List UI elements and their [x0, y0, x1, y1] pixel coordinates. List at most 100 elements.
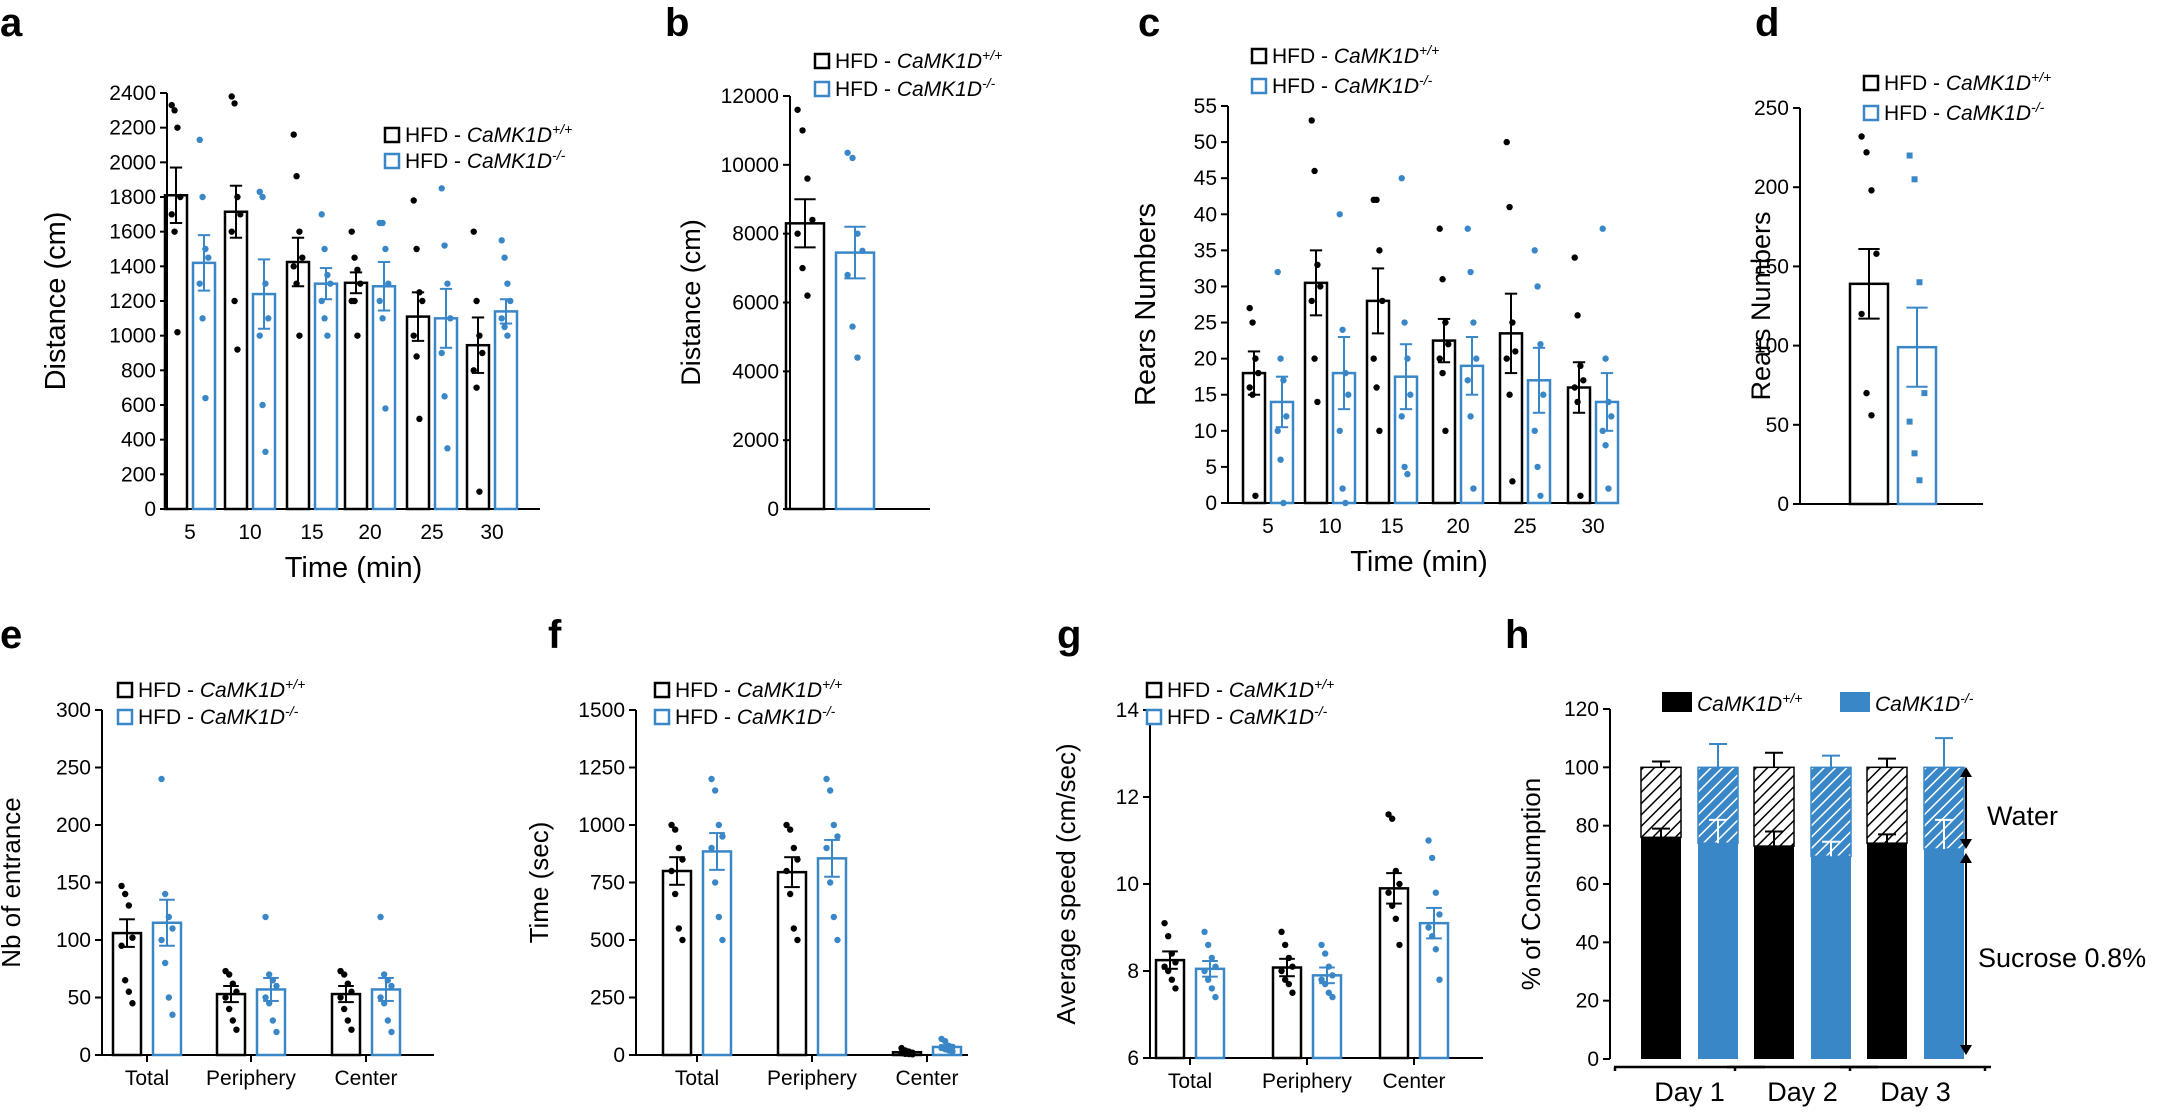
data-point	[794, 106, 801, 113]
y-tick-label: 20	[1194, 348, 1217, 371]
y-tick-label: 0	[1777, 493, 1789, 516]
data-point	[1608, 413, 1615, 420]
panel-letter-e: e	[0, 613, 22, 657]
y-tick-label: 12000	[721, 85, 779, 108]
legend-wt-swatch	[383, 126, 401, 144]
legend-wt-swatch	[653, 681, 671, 699]
data-point	[1379, 297, 1386, 305]
data-point	[1161, 919, 1168, 927]
legend-wt-label: CaMK1D+/+	[1697, 690, 1802, 716]
x-tick-label: 20	[358, 521, 381, 544]
legend-ko-label: HFD - CaMK1D-/-	[405, 147, 566, 173]
data-point	[416, 289, 423, 296]
bar	[1154, 958, 1186, 1060]
x-tick-label: Center	[334, 1067, 397, 1090]
data-point	[290, 263, 297, 270]
data-point	[321, 245, 328, 253]
legend-ko-label: HFD - CaMK1D-/-	[835, 75, 996, 101]
data-point	[1425, 924, 1432, 931]
y-tick-label: 6000	[732, 292, 779, 315]
data-point	[121, 890, 129, 898]
data-point	[1577, 492, 1584, 499]
data-point	[1281, 941, 1289, 949]
y-tick-label: 0	[79, 1044, 91, 1067]
data-point	[799, 127, 806, 134]
data-point	[719, 833, 726, 840]
annotation-water: Water	[1987, 801, 2058, 831]
y-tick-label: 120	[1564, 698, 1599, 721]
panel-h: 0 20 40 60 80 100 120 % of Consumption Day 1 Day …	[1516, 690, 2146, 1107]
data-point	[1246, 384, 1253, 391]
x-tick-label: 5	[184, 521, 196, 544]
data-point	[1531, 427, 1538, 435]
data-point	[804, 175, 811, 182]
y-tick-label: 50	[1766, 414, 1789, 437]
x-tick-label: Center	[895, 1067, 958, 1090]
data-point	[1321, 980, 1329, 988]
y-tick-label: 80	[1576, 815, 1599, 838]
data-point	[1404, 355, 1411, 362]
data-point	[410, 197, 417, 204]
data-point	[1392, 915, 1400, 922]
data-point	[1274, 427, 1281, 435]
legend-wt-label: HFD - CaMK1D+/+	[1884, 69, 2051, 95]
data-point	[388, 1028, 395, 1036]
data-point	[1385, 811, 1392, 818]
data-point	[668, 867, 675, 875]
bar	[1418, 921, 1450, 1060]
data-point	[1308, 117, 1315, 124]
data-point	[229, 1017, 237, 1024]
y-tick-label: 150	[1754, 255, 1789, 278]
data-point	[1921, 390, 1928, 397]
x-tick-label: 30	[480, 521, 503, 544]
legend-ko-label: HFD - CaMK1D-/-	[1167, 703, 1328, 729]
y-tick-label: 0	[1587, 1048, 1599, 1071]
data-point	[161, 959, 169, 967]
x-tick-label: 20	[1446, 515, 1469, 538]
panel-letter-h: h	[1505, 613, 1529, 657]
data-point	[1506, 203, 1513, 211]
data-point	[1392, 867, 1400, 875]
y-tick-label: 15	[1194, 384, 1217, 407]
data-point	[675, 925, 683, 932]
legend-ko-swatch	[653, 708, 671, 726]
legend-ko-label: HFD - CaMK1D-/-	[138, 703, 299, 729]
data-point	[1540, 391, 1547, 398]
data-point	[413, 353, 420, 360]
data-point	[834, 833, 841, 840]
data-point	[262, 280, 269, 287]
data-point	[719, 936, 726, 944]
data-point	[416, 415, 423, 423]
data-point	[708, 775, 715, 783]
data-point	[1916, 477, 1923, 484]
data-point	[447, 315, 454, 322]
data-point	[296, 332, 303, 339]
y-axis-title: Rears Numbers	[1746, 211, 1776, 400]
data-point	[1314, 261, 1321, 268]
x-tick-label: Day 3	[1880, 1077, 1951, 1107]
data-point	[1280, 377, 1287, 384]
data-point	[1329, 972, 1336, 979]
data-point	[783, 867, 790, 875]
data-point	[1289, 963, 1296, 970]
data-point	[1252, 492, 1259, 499]
data-point	[1339, 485, 1346, 492]
y-tick-label: 45	[1194, 167, 1217, 190]
legend-wt-swatch	[1662, 692, 1692, 712]
y-tick-label: 10000	[721, 154, 779, 177]
data-point	[118, 942, 125, 949]
data-point	[1314, 398, 1321, 406]
data-point	[1436, 355, 1443, 362]
sucrose-arrow-head	[1960, 853, 1972, 863]
data-point	[715, 821, 723, 829]
data-point	[1201, 967, 1208, 975]
data-point	[348, 1026, 355, 1033]
data-point	[384, 1017, 392, 1024]
data-point	[1249, 319, 1256, 326]
data-point	[1201, 928, 1208, 936]
bar	[405, 315, 431, 511]
bar	[1311, 974, 1343, 1060]
x-tick-label: 5	[1262, 515, 1274, 538]
data-point	[1212, 963, 1219, 970]
data-point	[262, 994, 269, 1001]
